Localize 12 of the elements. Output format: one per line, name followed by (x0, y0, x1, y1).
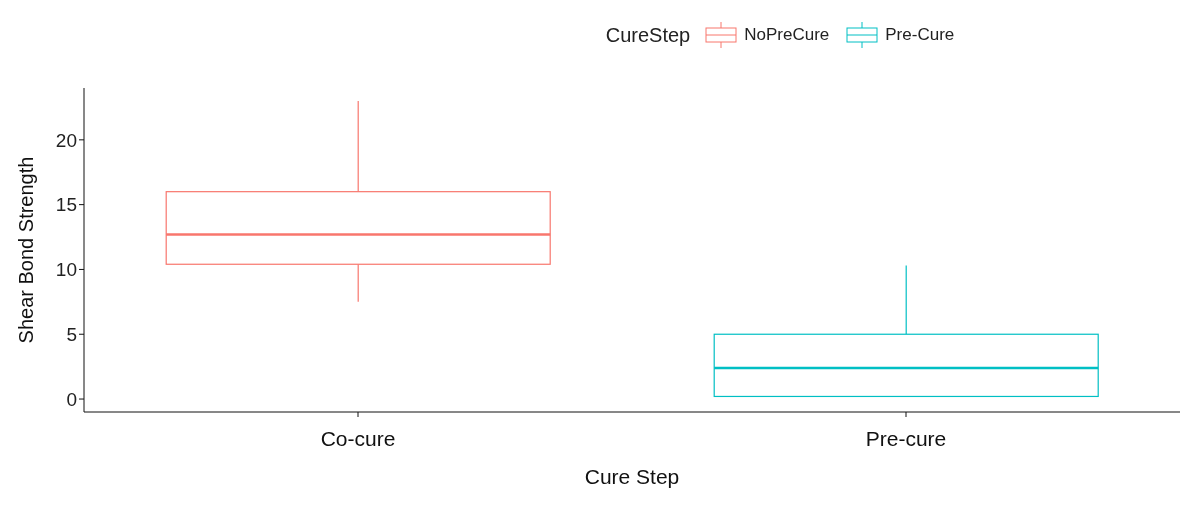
y-tick-label: 0 (66, 388, 77, 410)
x-axis-title: Cure Step (584, 465, 680, 488)
y-tick-label: 10 (55, 259, 77, 281)
x-tick-label: Pre-cure (865, 426, 947, 450)
y-axis-title: Shear Bond Strength (15, 156, 38, 344)
y-tick-label: 15 (55, 194, 77, 216)
legend-label: NoPreCure (744, 25, 830, 45)
y-tick-label: 5 (66, 323, 77, 345)
y-tick-label: 20 (55, 129, 77, 151)
x-tick-label: Co-cure (320, 426, 396, 450)
legend-label: Pre-Cure (885, 25, 955, 45)
legend-title: CureStep (605, 23, 691, 47)
